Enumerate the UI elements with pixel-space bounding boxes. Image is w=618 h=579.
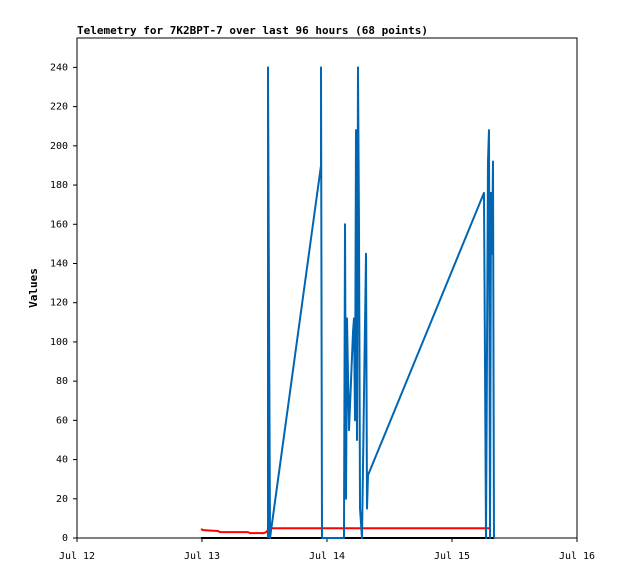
x-tick-label: Jul 13 bbox=[184, 551, 220, 562]
x-tick-label: Jul 16 bbox=[559, 551, 595, 562]
x-tick-label: Jul 12 bbox=[59, 551, 95, 562]
y-tick-label: 60 bbox=[56, 415, 68, 426]
y-tick-label: 40 bbox=[56, 455, 68, 466]
y-tick-label: 200 bbox=[50, 141, 68, 152]
x-tick-label: Jul 15 bbox=[434, 551, 470, 562]
x-tick-label: Jul 14 bbox=[309, 551, 345, 562]
y-tick-label: 220 bbox=[50, 102, 68, 113]
y-tick-label: 20 bbox=[56, 494, 68, 505]
y-axis-label: Values bbox=[27, 268, 40, 308]
series-line bbox=[266, 66, 495, 539]
y-tick-label: 0 bbox=[62, 533, 68, 544]
chart-title: Telemetry for 7K2BPT-7 over last 96 hour… bbox=[77, 24, 428, 37]
y-tick-label: 160 bbox=[50, 219, 68, 230]
y-tick-label: 180 bbox=[50, 180, 68, 191]
y-tick-label: 80 bbox=[56, 376, 68, 387]
y-tick-label: 100 bbox=[50, 337, 68, 348]
y-tick-label: 240 bbox=[50, 62, 68, 73]
y-tick-label: 140 bbox=[50, 258, 68, 269]
y-tick-label: 120 bbox=[50, 298, 68, 309]
